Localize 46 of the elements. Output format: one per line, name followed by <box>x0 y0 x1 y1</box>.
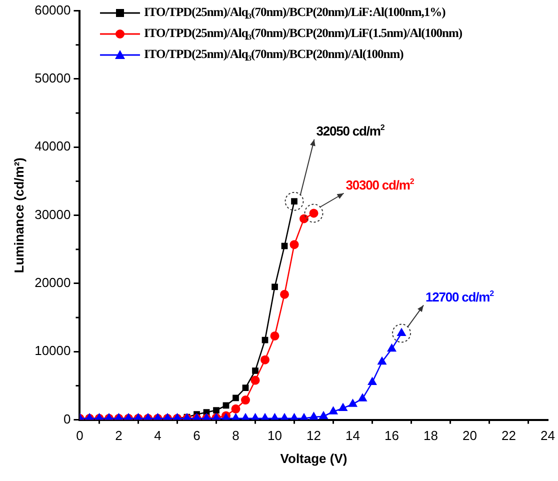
x-tick-label: 14 <box>346 428 360 444</box>
legend-label: ITO/TPD(25nm)/Alq₃(70nm)/BCP(20nm)/LiF:Al(100nm,1%) <box>144 5 446 20</box>
point <box>280 290 290 299</box>
x-tick-label: 24 <box>540 428 556 444</box>
x-tick-label: 18 <box>424 428 438 444</box>
y-tick-label: 10000 <box>34 343 71 358</box>
point <box>308 412 319 420</box>
point <box>300 214 309 224</box>
point <box>270 331 280 340</box>
point <box>242 384 249 391</box>
point <box>387 343 397 352</box>
point <box>250 376 260 385</box>
point <box>368 376 378 386</box>
x-tick-label: 10 <box>268 428 282 444</box>
x-tick-label: 20 <box>462 428 477 444</box>
point <box>290 240 299 250</box>
annotation: 30300 cd/m$^{2}$ <box>346 177 414 193</box>
y-axis-title: Luminance (cd/m²) <box>11 158 26 274</box>
point <box>338 402 348 411</box>
x-tick-label: 2 <box>115 428 122 444</box>
y-tick-label: 40000 <box>34 138 71 154</box>
y-tick-label: 20000 <box>34 275 71 290</box>
annotation: 32050 cd/m$^{2}$ <box>316 123 384 139</box>
x-tick-label: 12 <box>306 428 321 444</box>
y-tick-label: 0 <box>64 411 71 426</box>
x-tick-label: 6 <box>193 428 200 444</box>
x-tick-label: 0 <box>76 428 84 444</box>
point <box>348 398 358 407</box>
y-tick-label: 30000 <box>34 206 71 222</box>
legend-label: ITO/TPD(25nm)/Alq₃(70nm)/BCP(20nm)/LiF(1.5nm)/Al(100nm) <box>144 26 462 41</box>
y-tick-label: 60000 <box>34 2 71 18</box>
point <box>260 355 270 364</box>
point <box>377 356 387 365</box>
point <box>328 406 338 414</box>
x-tick-label: 8 <box>232 428 240 444</box>
annotation: 12700 cd/m$^{2}$ <box>426 289 494 305</box>
x-tick-label: 22 <box>502 428 516 444</box>
point <box>318 410 328 420</box>
legend-label: ITO/TPD(25nm)/Alq₃(70nm)/BCP(20nm)/Al(100nm) <box>144 47 404 62</box>
x-axis-title: Voltage (V) <box>280 450 348 466</box>
point <box>272 284 278 290</box>
y-tick-label: 50000 <box>34 70 71 86</box>
x-tick-label: 16 <box>384 428 399 444</box>
point <box>358 393 368 402</box>
point <box>252 368 258 374</box>
x-tick-label: 4 <box>154 428 162 444</box>
